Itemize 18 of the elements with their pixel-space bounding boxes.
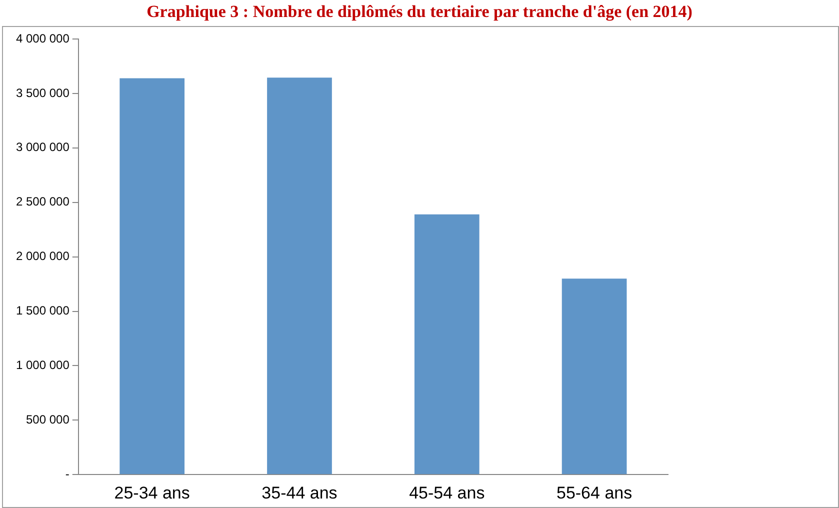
y-tick-label: 1 500 000 [16,304,70,318]
y-tick-label: 1 000 000 [16,358,70,372]
y-tick-label: 4 000 000 [16,31,70,46]
y-tick-label: 2 000 000 [16,249,70,264]
bar [120,78,185,474]
bar [562,278,627,474]
bar [414,214,480,474]
chart-title: Graphique 3 : Nombre de diplômés du tertiaire par tranche d'âge (en 2014) [146,1,694,23]
x-tick-label: 35-44 ans [262,483,338,502]
x-tick-label: 25-34 ans [114,483,190,502]
y-tick-label: 500 000 [26,412,70,426]
bar [267,78,332,474]
x-tick-label: 45-54 ans [409,483,485,502]
y-tick-label: 2 500 000 [16,194,70,209]
y-tick-label: 3 000 000 [16,140,70,154]
x-tick-label: 55-64 ans [556,483,632,502]
y-tick-label: 3 500 000 [16,86,70,100]
y-tick-label: - [65,466,70,481]
